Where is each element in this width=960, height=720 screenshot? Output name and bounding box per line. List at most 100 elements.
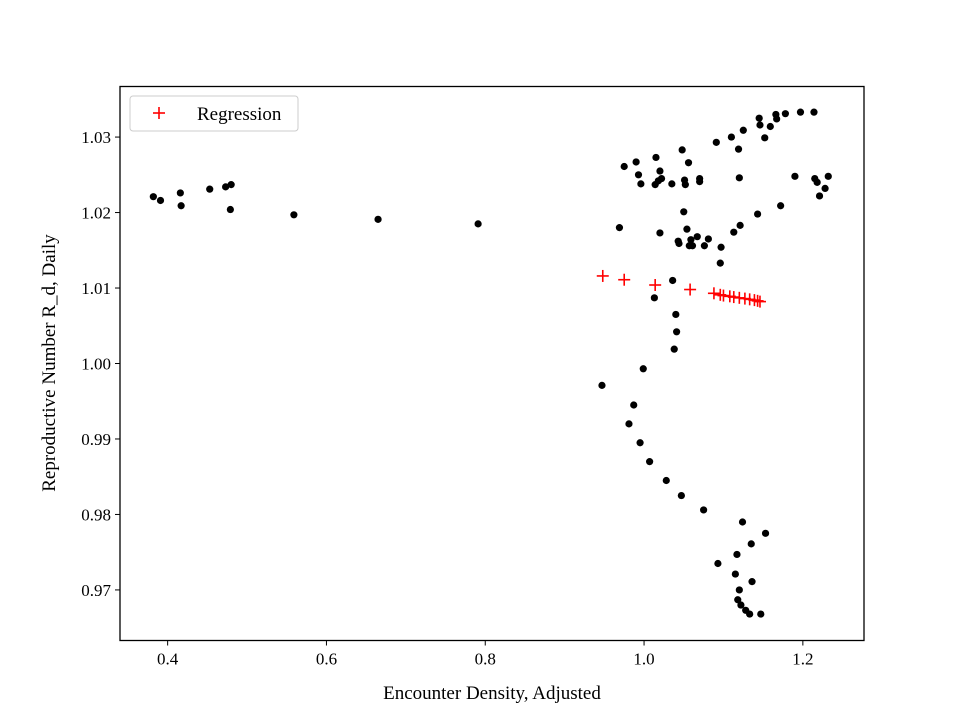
data-point bbox=[796, 108, 805, 116]
data-point bbox=[290, 211, 298, 219]
data-point bbox=[821, 184, 829, 192]
data-point bbox=[781, 110, 789, 118]
legend: Regression bbox=[129, 95, 299, 132]
y-tick-label: 1.00 bbox=[81, 355, 111, 374]
data-point bbox=[684, 159, 693, 167]
data-point bbox=[815, 192, 824, 200]
data-point bbox=[727, 133, 735, 141]
data-point bbox=[646, 458, 654, 466]
x-axis-ticks: 0.4 0.6 0.8 1.0 1.2 bbox=[157, 640, 813, 669]
data-point bbox=[714, 559, 722, 568]
x-tick-label: 1.2 bbox=[792, 650, 813, 669]
data-point bbox=[712, 138, 720, 146]
data-point bbox=[652, 153, 660, 162]
y-tick-label: 0.97 bbox=[81, 581, 111, 600]
data-point bbox=[632, 158, 640, 166]
legend-regression-label: Regression bbox=[197, 104, 282, 125]
data-point bbox=[777, 202, 785, 210]
data-point bbox=[737, 601, 745, 609]
data-point bbox=[374, 215, 382, 223]
legend-plus-marker bbox=[153, 107, 165, 119]
data-point bbox=[678, 146, 686, 154]
x-tick-label: 0.4 bbox=[157, 650, 179, 669]
data-point bbox=[717, 243, 725, 251]
data-point bbox=[222, 183, 230, 191]
data-point bbox=[149, 193, 157, 201]
data-point bbox=[747, 540, 755, 548]
data-point bbox=[639, 365, 647, 373]
data-point bbox=[668, 180, 676, 188]
data-point bbox=[474, 220, 482, 228]
legend-box bbox=[129, 95, 299, 132]
y-axis-label: Reproductive Number R_d, Daily bbox=[39, 234, 60, 492]
data-point bbox=[824, 172, 832, 180]
data-point bbox=[656, 167, 664, 175]
y-tick-label: 1.01 bbox=[81, 279, 111, 298]
data-point bbox=[680, 208, 688, 216]
data-point bbox=[761, 529, 770, 537]
data-point bbox=[672, 310, 680, 319]
data-point bbox=[673, 328, 681, 336]
data-point bbox=[637, 180, 645, 188]
data-point bbox=[756, 121, 764, 129]
x-tick-label: 1.0 bbox=[633, 650, 654, 669]
data-point bbox=[738, 518, 747, 526]
data-point bbox=[731, 570, 739, 578]
data-point bbox=[677, 491, 685, 500]
regression-point bbox=[618, 273, 631, 286]
y-tick-label: 0.98 bbox=[81, 505, 111, 524]
data-point bbox=[681, 181, 689, 189]
data-point bbox=[735, 174, 743, 182]
regression-point bbox=[596, 269, 609, 282]
data-point bbox=[739, 126, 747, 134]
data-point bbox=[670, 345, 678, 353]
data-point bbox=[226, 205, 234, 214]
data-point bbox=[810, 108, 818, 116]
data-point bbox=[704, 235, 712, 243]
data-point bbox=[748, 578, 756, 586]
data-point bbox=[650, 294, 658, 302]
data-point bbox=[675, 239, 683, 248]
data-point bbox=[700, 242, 709, 250]
data-point bbox=[813, 178, 821, 186]
regression-point bbox=[707, 287, 720, 300]
data-point bbox=[634, 171, 643, 179]
regression-point bbox=[649, 279, 662, 292]
regression-point bbox=[684, 283, 697, 296]
data-point bbox=[669, 276, 677, 285]
y-tick-label: 1.02 bbox=[81, 204, 111, 223]
data-point bbox=[746, 610, 754, 618]
data-point bbox=[716, 259, 724, 267]
data-point bbox=[620, 162, 628, 171]
data-point bbox=[736, 221, 744, 229]
y-tick-label: 0.99 bbox=[81, 430, 111, 449]
data-point bbox=[734, 145, 743, 153]
data-point bbox=[761, 134, 769, 142]
data-point bbox=[656, 229, 664, 237]
data-point bbox=[177, 202, 185, 210]
y-tick-label: 1.03 bbox=[81, 128, 111, 147]
data-point bbox=[733, 550, 741, 559]
data-point bbox=[206, 185, 214, 193]
data-points bbox=[149, 108, 832, 618]
data-point bbox=[687, 236, 695, 244]
data-point bbox=[700, 506, 708, 514]
data-point bbox=[227, 181, 235, 189]
data-point bbox=[662, 476, 670, 485]
legend-regression-marker bbox=[153, 107, 165, 119]
data-point bbox=[773, 115, 781, 123]
y-axis-ticks: 0.97 0.98 0.99 1.00 1.01 1.02 1.03 bbox=[81, 128, 120, 600]
data-point bbox=[615, 224, 624, 232]
data-point bbox=[156, 196, 165, 205]
plot-area bbox=[120, 86, 864, 641]
data-point bbox=[598, 381, 606, 389]
data-point bbox=[636, 439, 644, 447]
data-point bbox=[693, 233, 701, 241]
data-point bbox=[766, 122, 774, 131]
data-point bbox=[735, 586, 743, 594]
data-point bbox=[754, 210, 762, 218]
data-point bbox=[734, 596, 742, 604]
regression-point bbox=[753, 295, 766, 308]
data-point bbox=[688, 242, 697, 250]
